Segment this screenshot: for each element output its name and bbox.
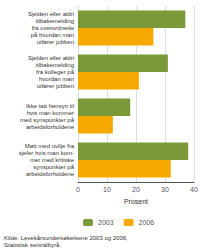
svg-text:arbeidsforholdene: arbeidsforholdene	[26, 171, 75, 177]
svg-text:30: 30	[161, 186, 169, 193]
svg-text:tilbakemelding: tilbakemelding	[36, 62, 74, 68]
svg-text:med synspunkter på: med synspunkter på	[20, 117, 75, 123]
svg-text:Prosent: Prosent	[124, 198, 148, 205]
svg-text:40: 40	[190, 186, 198, 193]
svg-text:hvordan man: hvordan man	[39, 76, 74, 82]
svg-text:10: 10	[103, 186, 111, 193]
svg-text:0: 0	[76, 186, 80, 193]
svg-text:fra kolleger på: fra kolleger på	[36, 69, 75, 75]
svg-text:utfører jobben: utfører jobben	[37, 39, 74, 45]
svg-text:arbeidsforholdene: arbeidsforholdene	[26, 124, 75, 130]
svg-text:Ikke tatt hensyn til: Ikke tatt hensyn til	[26, 103, 74, 109]
svg-text:på hvordan man: på hvordan man	[31, 32, 74, 38]
svg-text:fra overordnede: fra overordnede	[32, 25, 75, 31]
svg-text:2006: 2006	[139, 219, 155, 226]
svg-text:20: 20	[132, 186, 140, 193]
svg-text:2003: 2003	[98, 219, 114, 226]
svg-text:Møtt med uvilje fra: Møtt med uvilje fra	[25, 143, 75, 149]
svg-text:tilbakemelding: tilbakemelding	[36, 18, 74, 24]
svg-text:Sjelden eller aldri: Sjelden eller aldri	[28, 55, 74, 61]
svg-text:Statistisk sentralbyrå.: Statistisk sentralbyrå.	[4, 242, 61, 248]
svg-text:mer med kritiske: mer med kritiske	[30, 157, 75, 163]
svg-text:sjefer hvis man kom-: sjefer hvis man kom-	[19, 150, 74, 156]
svg-text:Sjelden eller aldri: Sjelden eller aldri	[28, 11, 74, 17]
svg-text:Kilde: Levekårsundersøkelsene: Kilde: Levekårsundersøkelsene 2003 og 20…	[4, 235, 128, 241]
svg-text:synspunkter på: synspunkter på	[33, 164, 74, 170]
svg-text:hvis man kommer: hvis man kommer	[27, 110, 74, 116]
svg-text:utfører jobben: utfører jobben	[37, 83, 74, 89]
